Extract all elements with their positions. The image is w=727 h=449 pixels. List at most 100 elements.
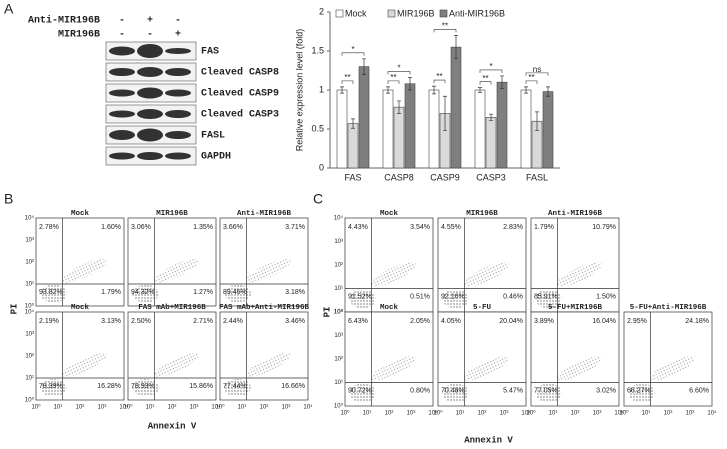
significance-bracket	[433, 79, 446, 84]
blot-band	[109, 110, 135, 118]
error-bar	[524, 86, 528, 94]
error-bar	[408, 77, 412, 91]
bar	[336, 89, 348, 169]
cell-cloud	[224, 378, 251, 397]
quadrant-percent: 2.78%	[39, 224, 59, 231]
error-bar	[478, 87, 482, 93]
significance-label: *	[351, 45, 354, 54]
quadrant-percent: 2.05%	[410, 318, 430, 325]
cell-cloud	[349, 289, 376, 309]
x-tick-label: 10⁰	[526, 410, 536, 417]
x-tick-label: CASP9	[430, 172, 460, 182]
treatment-sign: +	[175, 30, 181, 41]
y-tick-label: 10³	[334, 333, 343, 339]
cell-cloud	[132, 284, 159, 303]
x-tick-label: 10²	[260, 405, 269, 411]
significance-label: *	[489, 62, 492, 71]
plot-title: FAS mAb+MIR196B	[138, 304, 206, 312]
blot-band	[109, 68, 135, 76]
cell-cloud	[370, 262, 416, 287]
quadrant-percent: 16.66%	[281, 383, 305, 390]
blot-band	[109, 89, 135, 97]
significance-label: **	[390, 73, 396, 82]
significance-bracket	[341, 52, 365, 56]
quadrant-percent: 3.13%	[101, 318, 121, 325]
quadrant-percent: 3.54%	[410, 224, 430, 231]
x-tick-label: 10²	[385, 411, 394, 417]
quadrant-percent: 0.80%	[410, 387, 430, 394]
quadrant-percent: 0.51%	[410, 293, 430, 300]
quadrant-percent: 4.43%	[348, 224, 368, 231]
bar	[496, 81, 508, 169]
blot-band	[165, 152, 191, 160]
x-tick-label: 10⁴	[303, 404, 313, 411]
y-tick-label: 10²	[25, 354, 34, 360]
cell-cloud	[132, 378, 159, 397]
y-tick-label: 10⁰	[25, 303, 35, 310]
blot-band	[165, 68, 191, 76]
bar	[347, 123, 359, 169]
x-tick-label: 10³	[190, 405, 199, 411]
plot-title: Mock	[380, 304, 399, 312]
quadrant-percent: 3.89%	[534, 318, 554, 325]
x-tick-label: 10³	[98, 405, 107, 411]
y-tick-label: 10³	[334, 239, 343, 245]
quadrant-percent: 66.27%	[627, 387, 651, 394]
cell-cloud	[40, 284, 67, 303]
x-tick-label: 10⁰	[31, 404, 41, 411]
y-tick-label: 10³	[25, 332, 34, 338]
bar	[393, 106, 405, 169]
treatment-sign: -	[175, 16, 181, 27]
cell-cloud	[556, 356, 602, 381]
quadrant-percent: 2.71%	[193, 318, 213, 325]
significance-label: **	[436, 72, 442, 81]
significance-bracket	[525, 72, 549, 76]
x-tick-label: 10²	[478, 411, 487, 417]
significance-bracket	[387, 80, 400, 84]
x-axis-label: Annexin V	[464, 435, 513, 445]
cell-cloud	[556, 262, 602, 287]
quadrant-percent: 89.45%	[223, 289, 247, 296]
cell-cloud	[535, 383, 562, 403]
blot-band	[137, 67, 163, 77]
blot-band	[109, 130, 135, 140]
plot-title: MIR196B	[156, 210, 188, 218]
plot-title: Mock	[71, 210, 90, 218]
error-bar	[432, 85, 436, 95]
x-tick-label: 10¹	[456, 411, 465, 417]
error-bar	[535, 111, 539, 131]
error-bar	[386, 86, 390, 94]
x-tick-label: 10³	[686, 411, 695, 417]
cell-cloud	[370, 356, 416, 381]
error-bar	[500, 75, 504, 89]
legend-label: Mock	[345, 8, 367, 18]
quadrant-percent: 1.27%	[193, 289, 213, 296]
x-tick-label: 10⁴	[211, 404, 221, 411]
y-axis-label: Relative expression level (fold)	[294, 29, 304, 152]
x-tick-label: 10³	[407, 411, 416, 417]
quadrant-percent: 5.47%	[503, 387, 523, 394]
y-tick-label: 10¹	[334, 380, 343, 386]
treatment-sign: +	[147, 16, 153, 27]
quadrant-percent: 6.60%	[689, 387, 709, 394]
band-label: FASL	[201, 131, 225, 142]
band-label: Cleaved CASP3	[201, 109, 279, 121]
x-tick-label: 10¹	[238, 405, 247, 411]
bar	[542, 91, 554, 169]
x-tick-label: 10⁰	[215, 404, 225, 411]
cell-cloud	[463, 262, 509, 287]
x-tick-label: 10⁴	[428, 410, 438, 417]
significance-label: **	[482, 74, 488, 83]
x-tick-label: 10⁴	[707, 410, 717, 417]
panel-label: B	[4, 191, 13, 207]
x-tick-label: CASP3	[476, 172, 506, 182]
quadrant-percent: 16.04%	[592, 318, 616, 325]
quadrant-percent: 3.66%	[223, 224, 243, 231]
blot-band	[137, 44, 163, 58]
x-tick-label: FASL	[526, 172, 548, 182]
blot-band	[165, 131, 191, 139]
x-tick-label: 10¹	[642, 411, 651, 417]
blot-band	[165, 110, 191, 118]
cell-cloud	[442, 289, 469, 309]
